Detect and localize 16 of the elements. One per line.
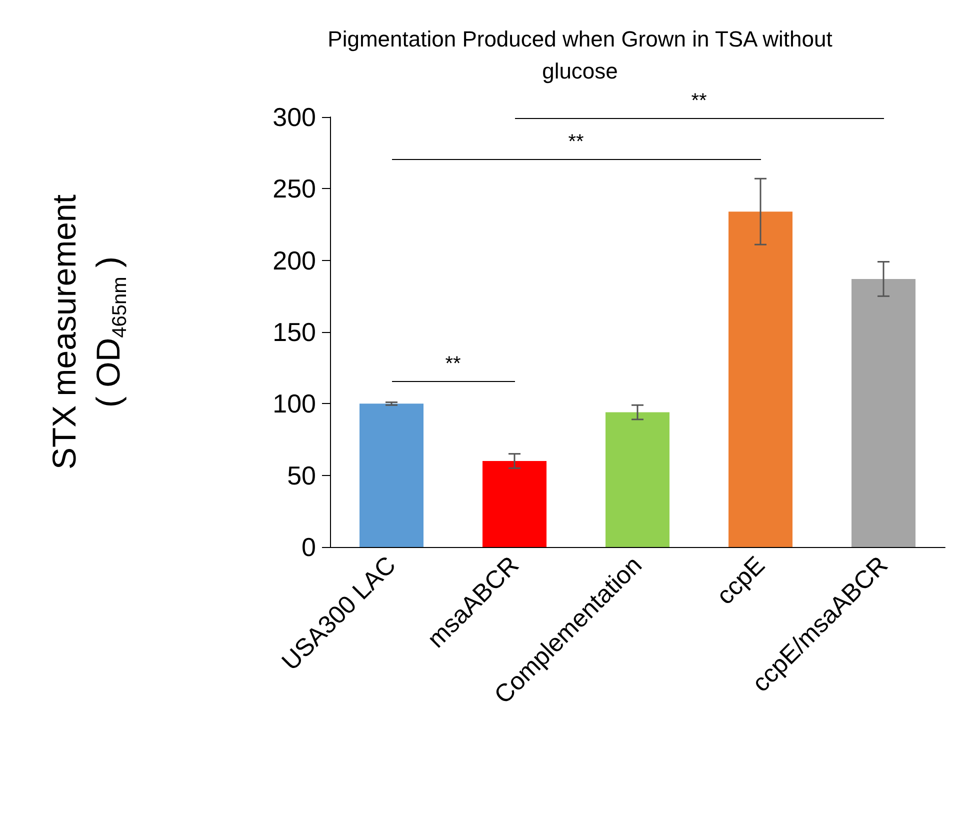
y-tick-label: 0	[302, 532, 316, 562]
y-tick-label: 250	[272, 174, 316, 204]
bar	[360, 404, 424, 547]
annotation: **	[568, 130, 584, 154]
bar	[728, 212, 792, 547]
y-tick-label: 100	[272, 388, 316, 419]
text: **	[691, 90, 707, 114]
y-tick-label: 50	[287, 460, 316, 490]
y-tick-label: 200	[272, 245, 316, 276]
y-tick-label: 300	[272, 102, 316, 132]
chart-title: Pigmentation Produced when Grown in TSA without glucose	[328, 26, 832, 84]
bar	[606, 412, 670, 547]
bar	[852, 278, 916, 547]
bar	[482, 461, 546, 547]
y-tick-label: 150	[272, 317, 316, 347]
annotation: **	[445, 352, 461, 376]
